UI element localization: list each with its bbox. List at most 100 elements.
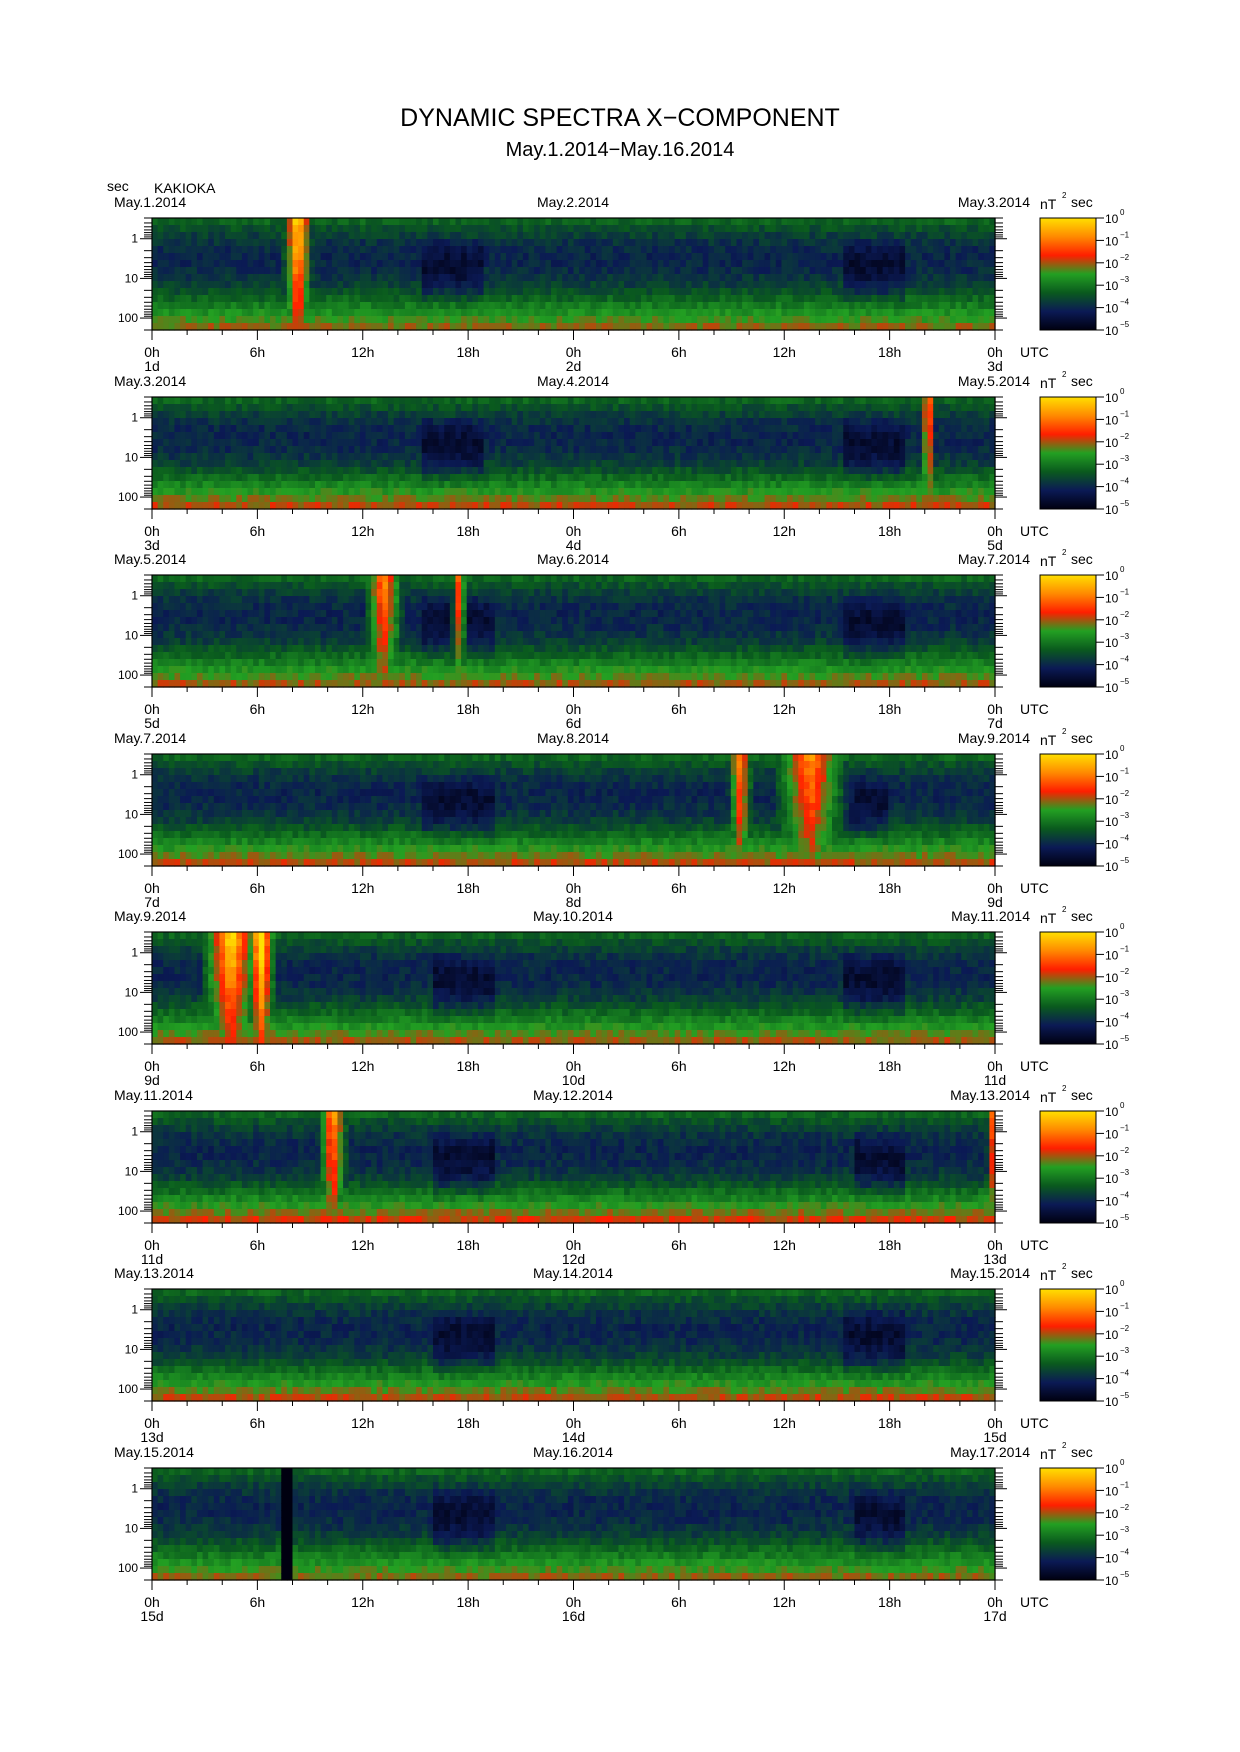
x-tick-label: 0h xyxy=(144,1415,160,1431)
colorbar-gradient xyxy=(1039,1288,1097,1402)
colorbar-unit-suffix: sec xyxy=(1071,1444,1093,1460)
x-tick-label: 0h xyxy=(566,1415,582,1431)
colorbar-tick-exp: −3 xyxy=(1120,1346,1130,1355)
colorbar-tick-exp: 0 xyxy=(1120,1458,1125,1467)
y-tick-label: 10 xyxy=(125,807,139,821)
colorbar-tick-base: 10 xyxy=(1105,1529,1119,1543)
day-label: 11d xyxy=(141,1251,163,1267)
panel-date-right: May.9.2014 xyxy=(958,730,1030,746)
colorbar-tick-exp: −4 xyxy=(1120,834,1130,843)
x-tick-label: 6h xyxy=(250,1594,266,1610)
colorbar-unit-suffix: sec xyxy=(1071,1265,1093,1281)
panel-date-right: May.13.2014 xyxy=(950,1087,1030,1103)
day-label: 17d xyxy=(983,1608,1006,1624)
colorbar-tick-exp: −5 xyxy=(1120,856,1130,865)
panel-date-mid: May.14.2014 xyxy=(533,1265,613,1281)
colorbar-tick-base: 10 xyxy=(1105,993,1119,1007)
colorbar-tick-base: 10 xyxy=(1105,1038,1119,1052)
colorbar-gradient xyxy=(1039,1110,1097,1224)
colorbar-unit-exp: 2 xyxy=(1062,1262,1067,1271)
x-unit-label: UTC xyxy=(1020,701,1049,717)
panel-date-mid: May.4.2014 xyxy=(537,373,609,389)
x-tick-label: 12h xyxy=(773,523,796,539)
day-label: 2d xyxy=(566,358,582,374)
x-tick-label: 0h xyxy=(144,523,160,539)
x-tick-label: 18h xyxy=(456,701,479,717)
colorbar-tick-exp: −5 xyxy=(1120,1213,1130,1222)
spectrogram-cells xyxy=(152,1289,996,1402)
colorbar-tick-base: 10 xyxy=(1105,458,1119,472)
x-tick-label: 12h xyxy=(351,701,374,717)
x-tick-label: 0h xyxy=(566,701,582,717)
colorbar-tick-base: 10 xyxy=(1105,324,1119,338)
colorbar-tick-exp: −3 xyxy=(1120,454,1130,463)
colorbar-tick-exp: −1 xyxy=(1120,230,1130,239)
colorbar-tick-exp: −3 xyxy=(1120,632,1130,641)
colorbar-tick-exp: −2 xyxy=(1120,610,1130,619)
x-tick-label: 18h xyxy=(878,701,901,717)
colorbar-tick-exp: −4 xyxy=(1120,1548,1130,1557)
spectrogram-panel-6: May.11.2014 May.12.2014 May.13.20141101000… xyxy=(114,1084,1130,1267)
x-tick-label: 0h xyxy=(987,701,1003,717)
colorbar-tick-exp: −1 xyxy=(1120,944,1130,953)
colorbar-gradient xyxy=(1039,574,1097,688)
x-tick-label: 12h xyxy=(773,344,796,360)
page-title: DYNAMIC SPECTRA X−COMPONENT xyxy=(0,104,1240,133)
day-label: 7d xyxy=(987,715,1003,731)
colorbar-tick-base: 10 xyxy=(1105,1195,1119,1209)
x-tick-label: 18h xyxy=(456,1594,479,1610)
spectrogram-cells xyxy=(152,218,996,331)
colorbar-tick-exp: 0 xyxy=(1120,565,1125,574)
colorbar-unit-suffix: sec xyxy=(1071,1087,1093,1103)
x-tick-label: 18h xyxy=(456,880,479,896)
x-tick-label: 6h xyxy=(250,523,266,539)
colorbar-unit: nT xyxy=(1040,910,1057,926)
panel-date-right: May.17.2014 xyxy=(950,1444,1030,1460)
x-tick-label: 18h xyxy=(456,344,479,360)
colorbar-tick-exp: −2 xyxy=(1120,432,1130,441)
x-tick-label: 0h xyxy=(566,523,582,539)
y-tick-label: 10 xyxy=(125,985,139,999)
x-tick-label: 0h xyxy=(987,1237,1003,1253)
day-label: 14d xyxy=(562,1429,585,1445)
x-tick-label: 6h xyxy=(250,1415,266,1431)
x-tick-label: 6h xyxy=(671,1058,687,1074)
colorbar-gradient xyxy=(1039,931,1097,1045)
colorbar-tick-exp: −4 xyxy=(1120,1369,1130,1378)
x-tick-label: 12h xyxy=(351,344,374,360)
panel-date-left: May.13.2014 xyxy=(114,1265,194,1281)
x-tick-label: 18h xyxy=(878,1058,901,1074)
colorbar-tick-exp: 0 xyxy=(1120,1101,1125,1110)
day-label: 16d xyxy=(562,1608,585,1624)
panel-date-mid: May.8.2014 xyxy=(537,730,609,746)
colorbar-unit-suffix: sec xyxy=(1071,730,1093,746)
colorbar-tick-base: 10 xyxy=(1105,1150,1119,1164)
x-tick-label: 0h xyxy=(566,1594,582,1610)
panel-date-left: May.1.2014 xyxy=(114,194,186,210)
x-tick-label: 12h xyxy=(351,1237,374,1253)
x-tick-label: 12h xyxy=(773,880,796,896)
x-tick-label: 18h xyxy=(878,523,901,539)
day-label: 11d xyxy=(984,1072,1006,1088)
panel-date-right: May.11.2014 xyxy=(951,908,1030,924)
x-tick-label: 12h xyxy=(773,1058,796,1074)
x-tick-label: 6h xyxy=(671,1415,687,1431)
colorbar-tick-base: 10 xyxy=(1105,1305,1119,1319)
y-tick-label: 100 xyxy=(118,490,138,504)
colorbar-tick-base: 10 xyxy=(1105,1328,1119,1342)
panel-date-mid: May.16.2014 xyxy=(533,1444,613,1460)
colorbar-unit-exp: 2 xyxy=(1062,191,1067,200)
x-unit-label: UTC xyxy=(1020,1415,1049,1431)
colorbar-tick-exp: −3 xyxy=(1120,811,1130,820)
day-label: 1d xyxy=(144,358,160,374)
colorbar-tick-base: 10 xyxy=(1105,1217,1119,1231)
colorbar-tick-exp: −1 xyxy=(1120,1480,1130,1489)
colorbar-tick-exp: −2 xyxy=(1120,967,1130,976)
day-label: 10d xyxy=(562,1072,585,1088)
x-tick-label: 0h xyxy=(566,880,582,896)
